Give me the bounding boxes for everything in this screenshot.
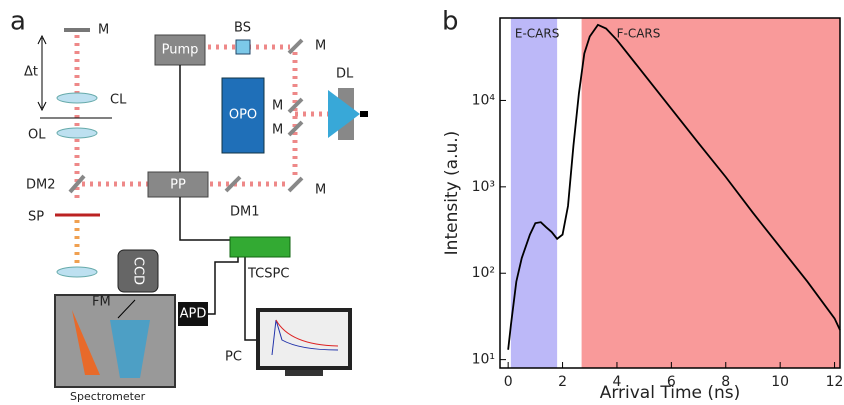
monitor-stand (285, 370, 323, 376)
x-tick-label: 0 (504, 374, 513, 390)
diagram-label: BS (234, 21, 251, 36)
y-tick-label: 10¹ (472, 352, 495, 368)
x-tick-label: 6 (667, 374, 676, 390)
motor (360, 111, 368, 117)
lens (56, 127, 98, 139)
pp-box (147, 171, 209, 198)
mirror (287, 97, 304, 114)
y-tick-label: 10² (472, 265, 495, 281)
diagram-label: CCD (131, 257, 146, 285)
mirror (68, 174, 86, 194)
x-tick-label: 4 (612, 374, 621, 390)
chart: E-CARS F-CARS 0 2 4 6 8 10 12 10¹ 10² 10³ 10⁴ Arrival… (442, 17, 844, 403)
monitor (256, 308, 352, 370)
mirror (287, 120, 304, 137)
arrow-heads (37, 34, 47, 112)
diagram (37, 28, 368, 388)
beam-splitter (235, 39, 251, 55)
prism (328, 90, 360, 138)
diagram-label: FM (92, 295, 111, 310)
spectrometer-box (54, 294, 176, 388)
wires (179, 65, 262, 341)
panel-label: b (442, 7, 459, 37)
diagram-label: DL (336, 67, 354, 82)
apd-box (178, 302, 208, 326)
region-label: E-CARS (515, 27, 559, 41)
diagram-label: TCSPC (247, 267, 289, 282)
diagram-label: SP (28, 210, 44, 225)
diagram-label: PP (170, 178, 186, 193)
diagram-label: Pump (162, 43, 199, 58)
diagram-label: OPO (229, 108, 257, 123)
diagram-label: DM2 (26, 178, 56, 193)
diagram-label: CL (110, 93, 127, 108)
diagram-label: Δt (24, 65, 38, 80)
mirror (287, 38, 304, 55)
region (581, 18, 840, 368)
diagram-labels: MΔtCLOLDM2SPPumpBSMDLOPOMMPPDM1MTCSPCCCD… (24, 21, 354, 404)
x-tick-label: 2 (558, 374, 567, 390)
ccd (117, 249, 159, 293)
screen-plot (275, 319, 339, 347)
diagram-label: OL (28, 128, 46, 143)
y-tick-label: 10⁴ (472, 92, 496, 108)
x-tick-label: 12 (826, 374, 844, 390)
diagram-label: APD (180, 307, 207, 322)
lens (56, 92, 98, 104)
panel-label: a (10, 7, 26, 37)
diagram-label: DM1 (230, 205, 260, 220)
diagram-label: Spectrometer (70, 390, 146, 403)
dispersed-light (72, 310, 100, 375)
region-label: F-CARS (617, 27, 661, 41)
x-tick-label: 10 (771, 374, 789, 390)
x-axis-label: Arrival Time (ns) (600, 383, 741, 403)
flip-mirror (117, 299, 136, 319)
screen-plot (271, 319, 339, 356)
lens (56, 266, 98, 278)
diagram-label: M (272, 99, 283, 114)
y-tick-label: 10³ (472, 179, 495, 195)
diagram-label: M (98, 23, 109, 38)
line (507, 23, 841, 350)
tcspc-board (229, 236, 291, 258)
region (510, 18, 558, 368)
y-axis-label: Intensity (a.u.) (442, 131, 462, 256)
dispersed-light (110, 320, 150, 378)
mirror (224, 175, 242, 193)
diagram-label: M (315, 39, 326, 54)
diagram-label: M (315, 183, 326, 198)
plot-frame (499, 17, 841, 369)
x-tick-label: 8 (721, 374, 730, 390)
diagram-label: PC (225, 350, 242, 365)
diagram-label: M (272, 123, 283, 138)
opo-box (221, 77, 265, 154)
mirror (287, 176, 304, 193)
